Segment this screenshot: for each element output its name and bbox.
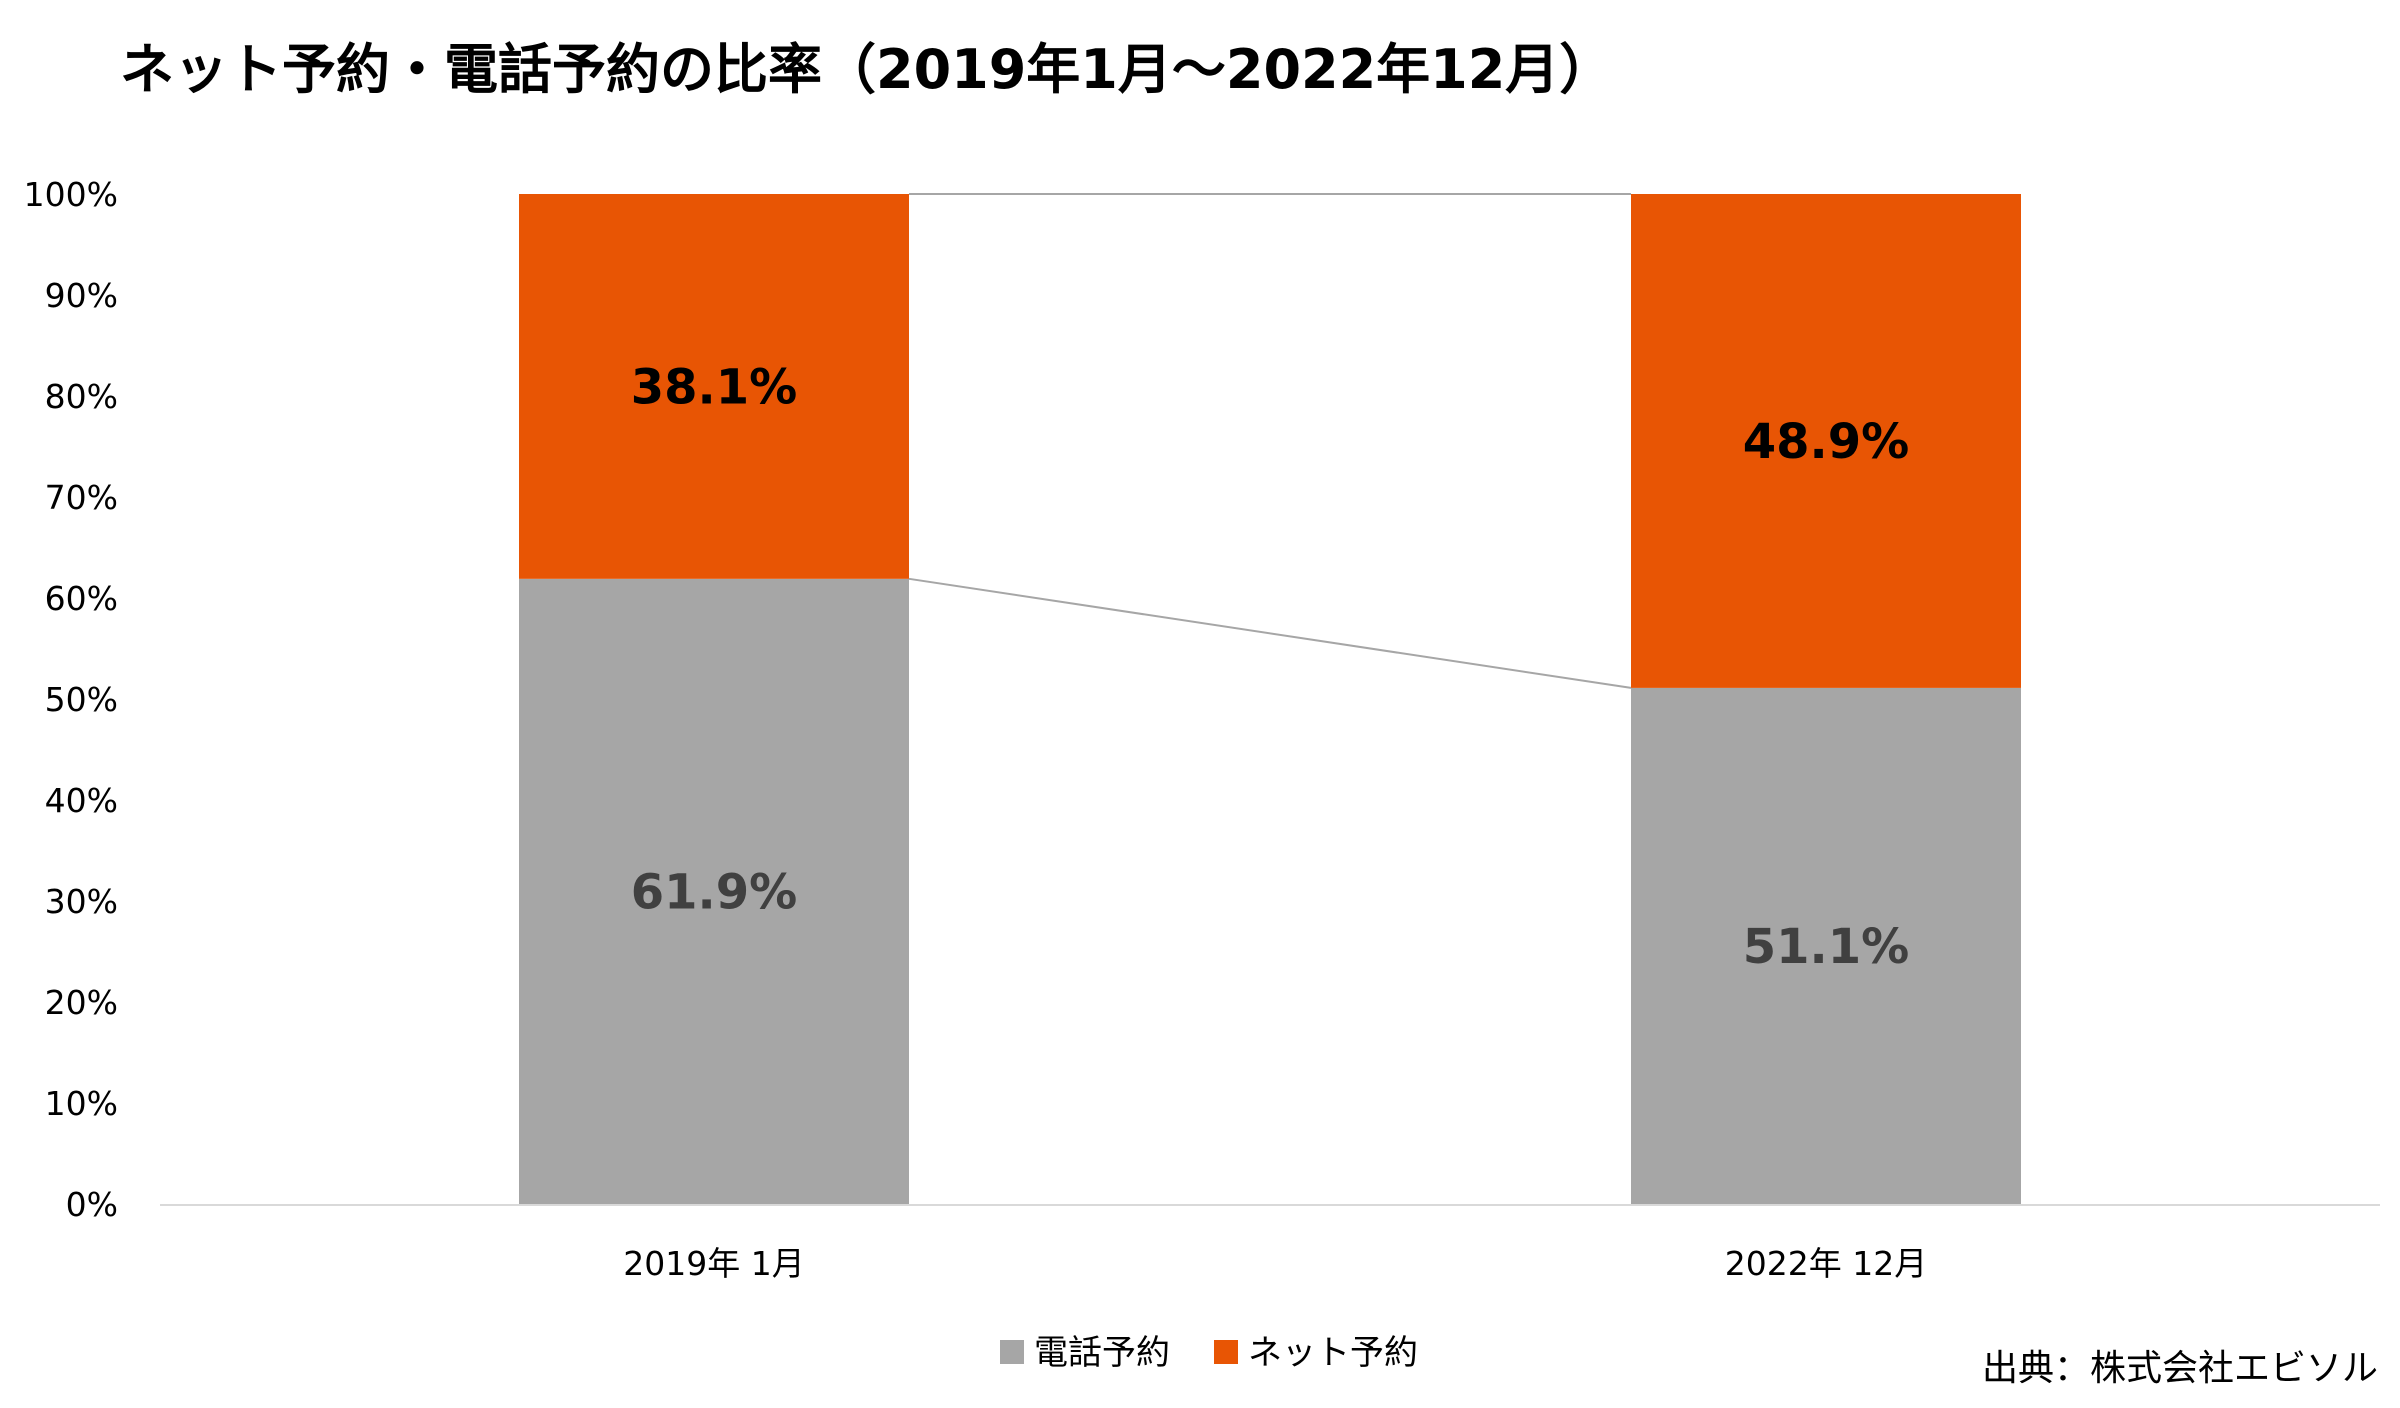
bar-segment [519, 578, 909, 1204]
legend-label: 電話予約 [1034, 1333, 1170, 1373]
y-tick-label: 50% [45, 680, 118, 719]
bar-segment [519, 194, 909, 579]
legend-swatch [1000, 1340, 1024, 1364]
bar-segment [1631, 194, 2021, 688]
legend: 電話予約 ネット予約 [1000, 1333, 1418, 1373]
y-tick-label: 40% [45, 781, 118, 820]
data-label: 61.9% [631, 864, 798, 920]
legend-swatch [1214, 1340, 1238, 1364]
y-tick-label: 90% [45, 276, 118, 315]
y-tick-label: 80% [45, 377, 118, 416]
x-tick-label: 2019年 1月 [623, 1244, 804, 1283]
y-tick-label: 60% [45, 579, 118, 618]
y-tick-label: 70% [45, 478, 118, 517]
chart-title: ネット予約・電話予約の比率（2019年1月〜2022年12月） [120, 38, 1613, 101]
series-connector-line [908, 577, 1632, 689]
data-label: 51.1% [1743, 919, 1910, 975]
data-label: 38.1% [631, 359, 798, 415]
data-label: 48.9% [1743, 414, 1910, 470]
source-note: 出典：株式会社エビソル [1982, 1348, 2378, 1389]
y-tick-label: 10% [45, 1084, 118, 1123]
y-tick-label: 20% [45, 983, 118, 1022]
y-tick-label: 0% [66, 1185, 118, 1224]
bar-segment [1631, 687, 2021, 1204]
y-tick-label: 100% [24, 175, 118, 214]
y-tick-label: 30% [45, 882, 118, 921]
legend-label: ネット予約 [1248, 1333, 1418, 1373]
x-tick-label: 2022年 12月 [1725, 1244, 1927, 1283]
plot-area: 0% 10% 20% 30% 40% 50% 60% 70% 80% 90% 100% 61.9% 38… [24, 175, 2380, 1283]
